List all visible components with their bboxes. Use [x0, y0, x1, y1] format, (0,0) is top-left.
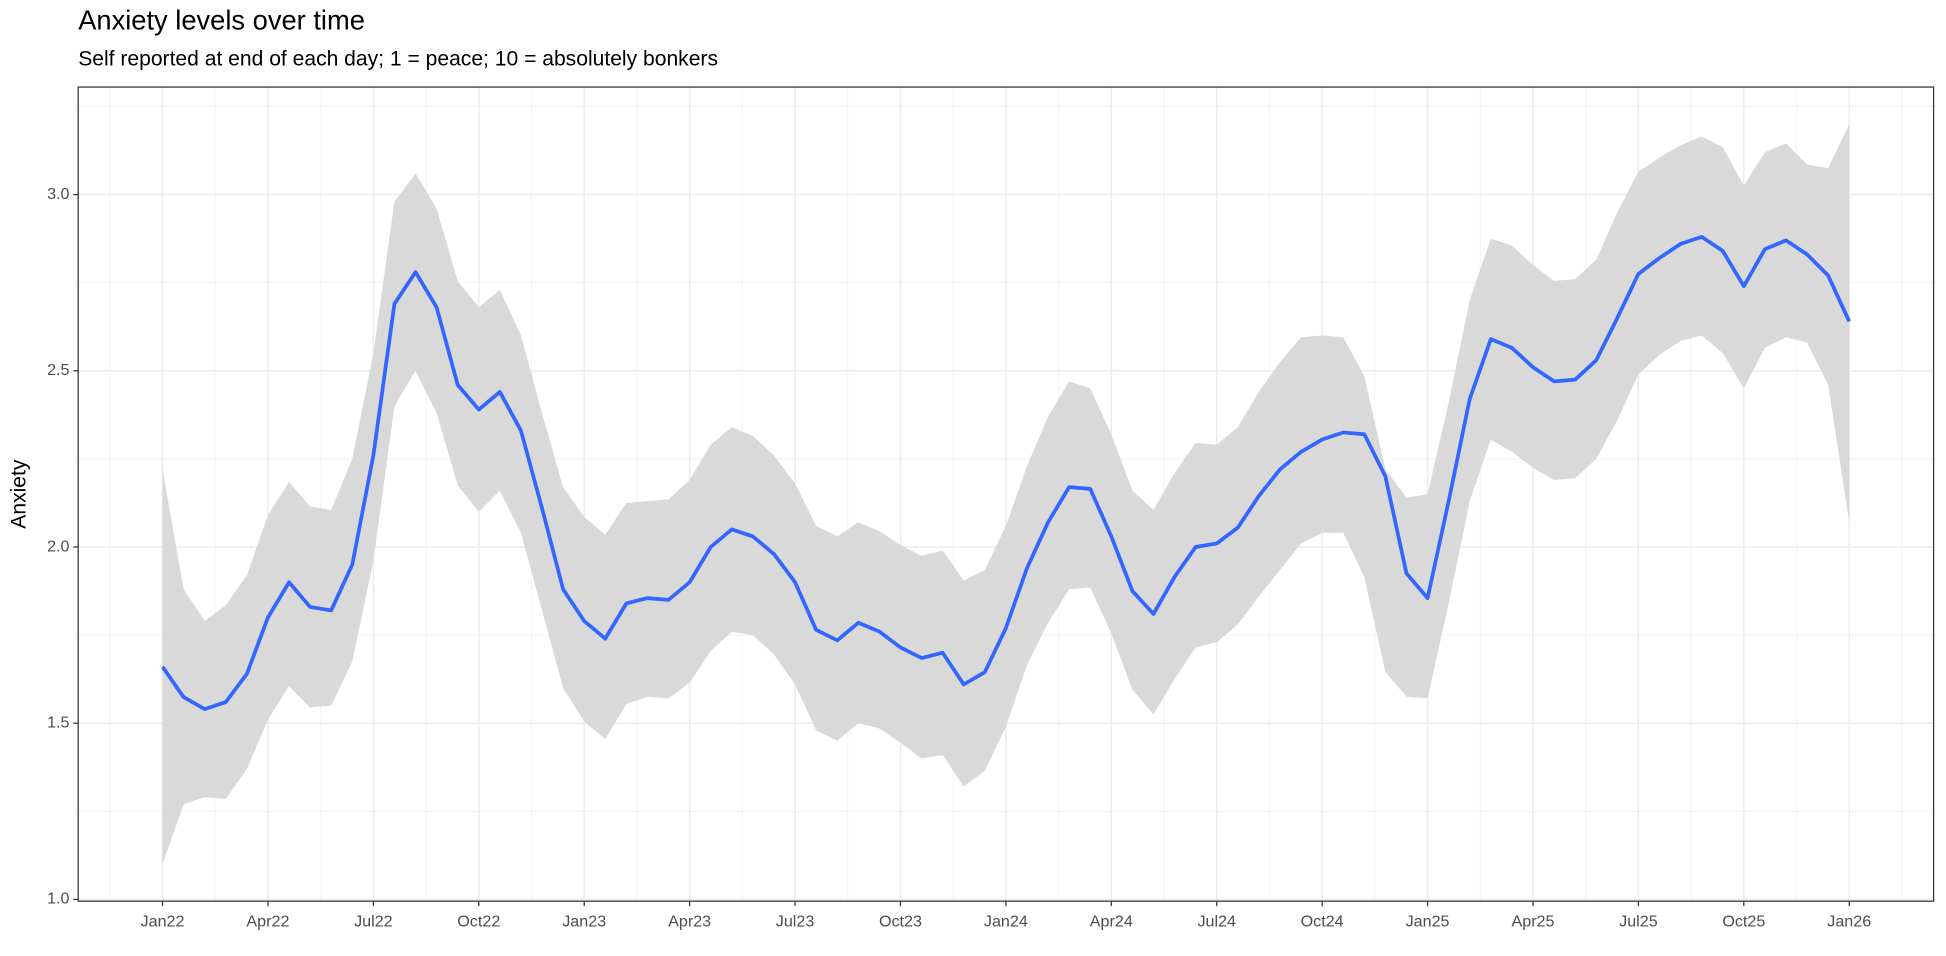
x-tick-label: Oct24	[1301, 913, 1344, 931]
x-tick-label: Apr23	[668, 913, 711, 931]
panel-border	[77, 86, 1935, 902]
y-tick-label: 1.5	[47, 713, 69, 731]
y-tick-label: 2.0	[47, 537, 69, 555]
x-tick-label: Jul23	[776, 913, 815, 931]
x-tick-label: Jul22	[354, 913, 393, 931]
x-tick-label: Jan25	[1406, 913, 1450, 931]
x-tick-label: Apr22	[246, 913, 289, 931]
x-tick-label: Apr24	[1090, 913, 1133, 931]
x-tick-label: Oct22	[457, 913, 500, 931]
x-tick-label: Apr25	[1511, 913, 1554, 931]
x-tick-label: Oct25	[1722, 913, 1765, 931]
x-tick-label: Jul24	[1197, 913, 1236, 931]
y-tick-label: 1.0	[47, 890, 69, 908]
line	[160, 234, 1851, 711]
confidence-band	[162, 124, 1850, 865]
x-tick-label: Jan24	[984, 913, 1028, 931]
x-tick-label: Jan23	[562, 913, 606, 931]
x-tick-label: Jul25	[1619, 913, 1658, 931]
y-tick-label: 2.5	[47, 361, 69, 379]
x-tick-label: Jan26	[1827, 913, 1871, 931]
y-axis-title: Anxiety	[7, 459, 30, 529]
x-tick-label: Jan22	[141, 913, 185, 931]
chart-title: Anxiety levels over time	[78, 5, 365, 36]
y-tick-label: 3.0	[47, 185, 69, 203]
chart-subtitle: Self reported at end of each day; 1 = pe…	[78, 47, 718, 70]
x-tick-label: Oct23	[879, 913, 922, 931]
